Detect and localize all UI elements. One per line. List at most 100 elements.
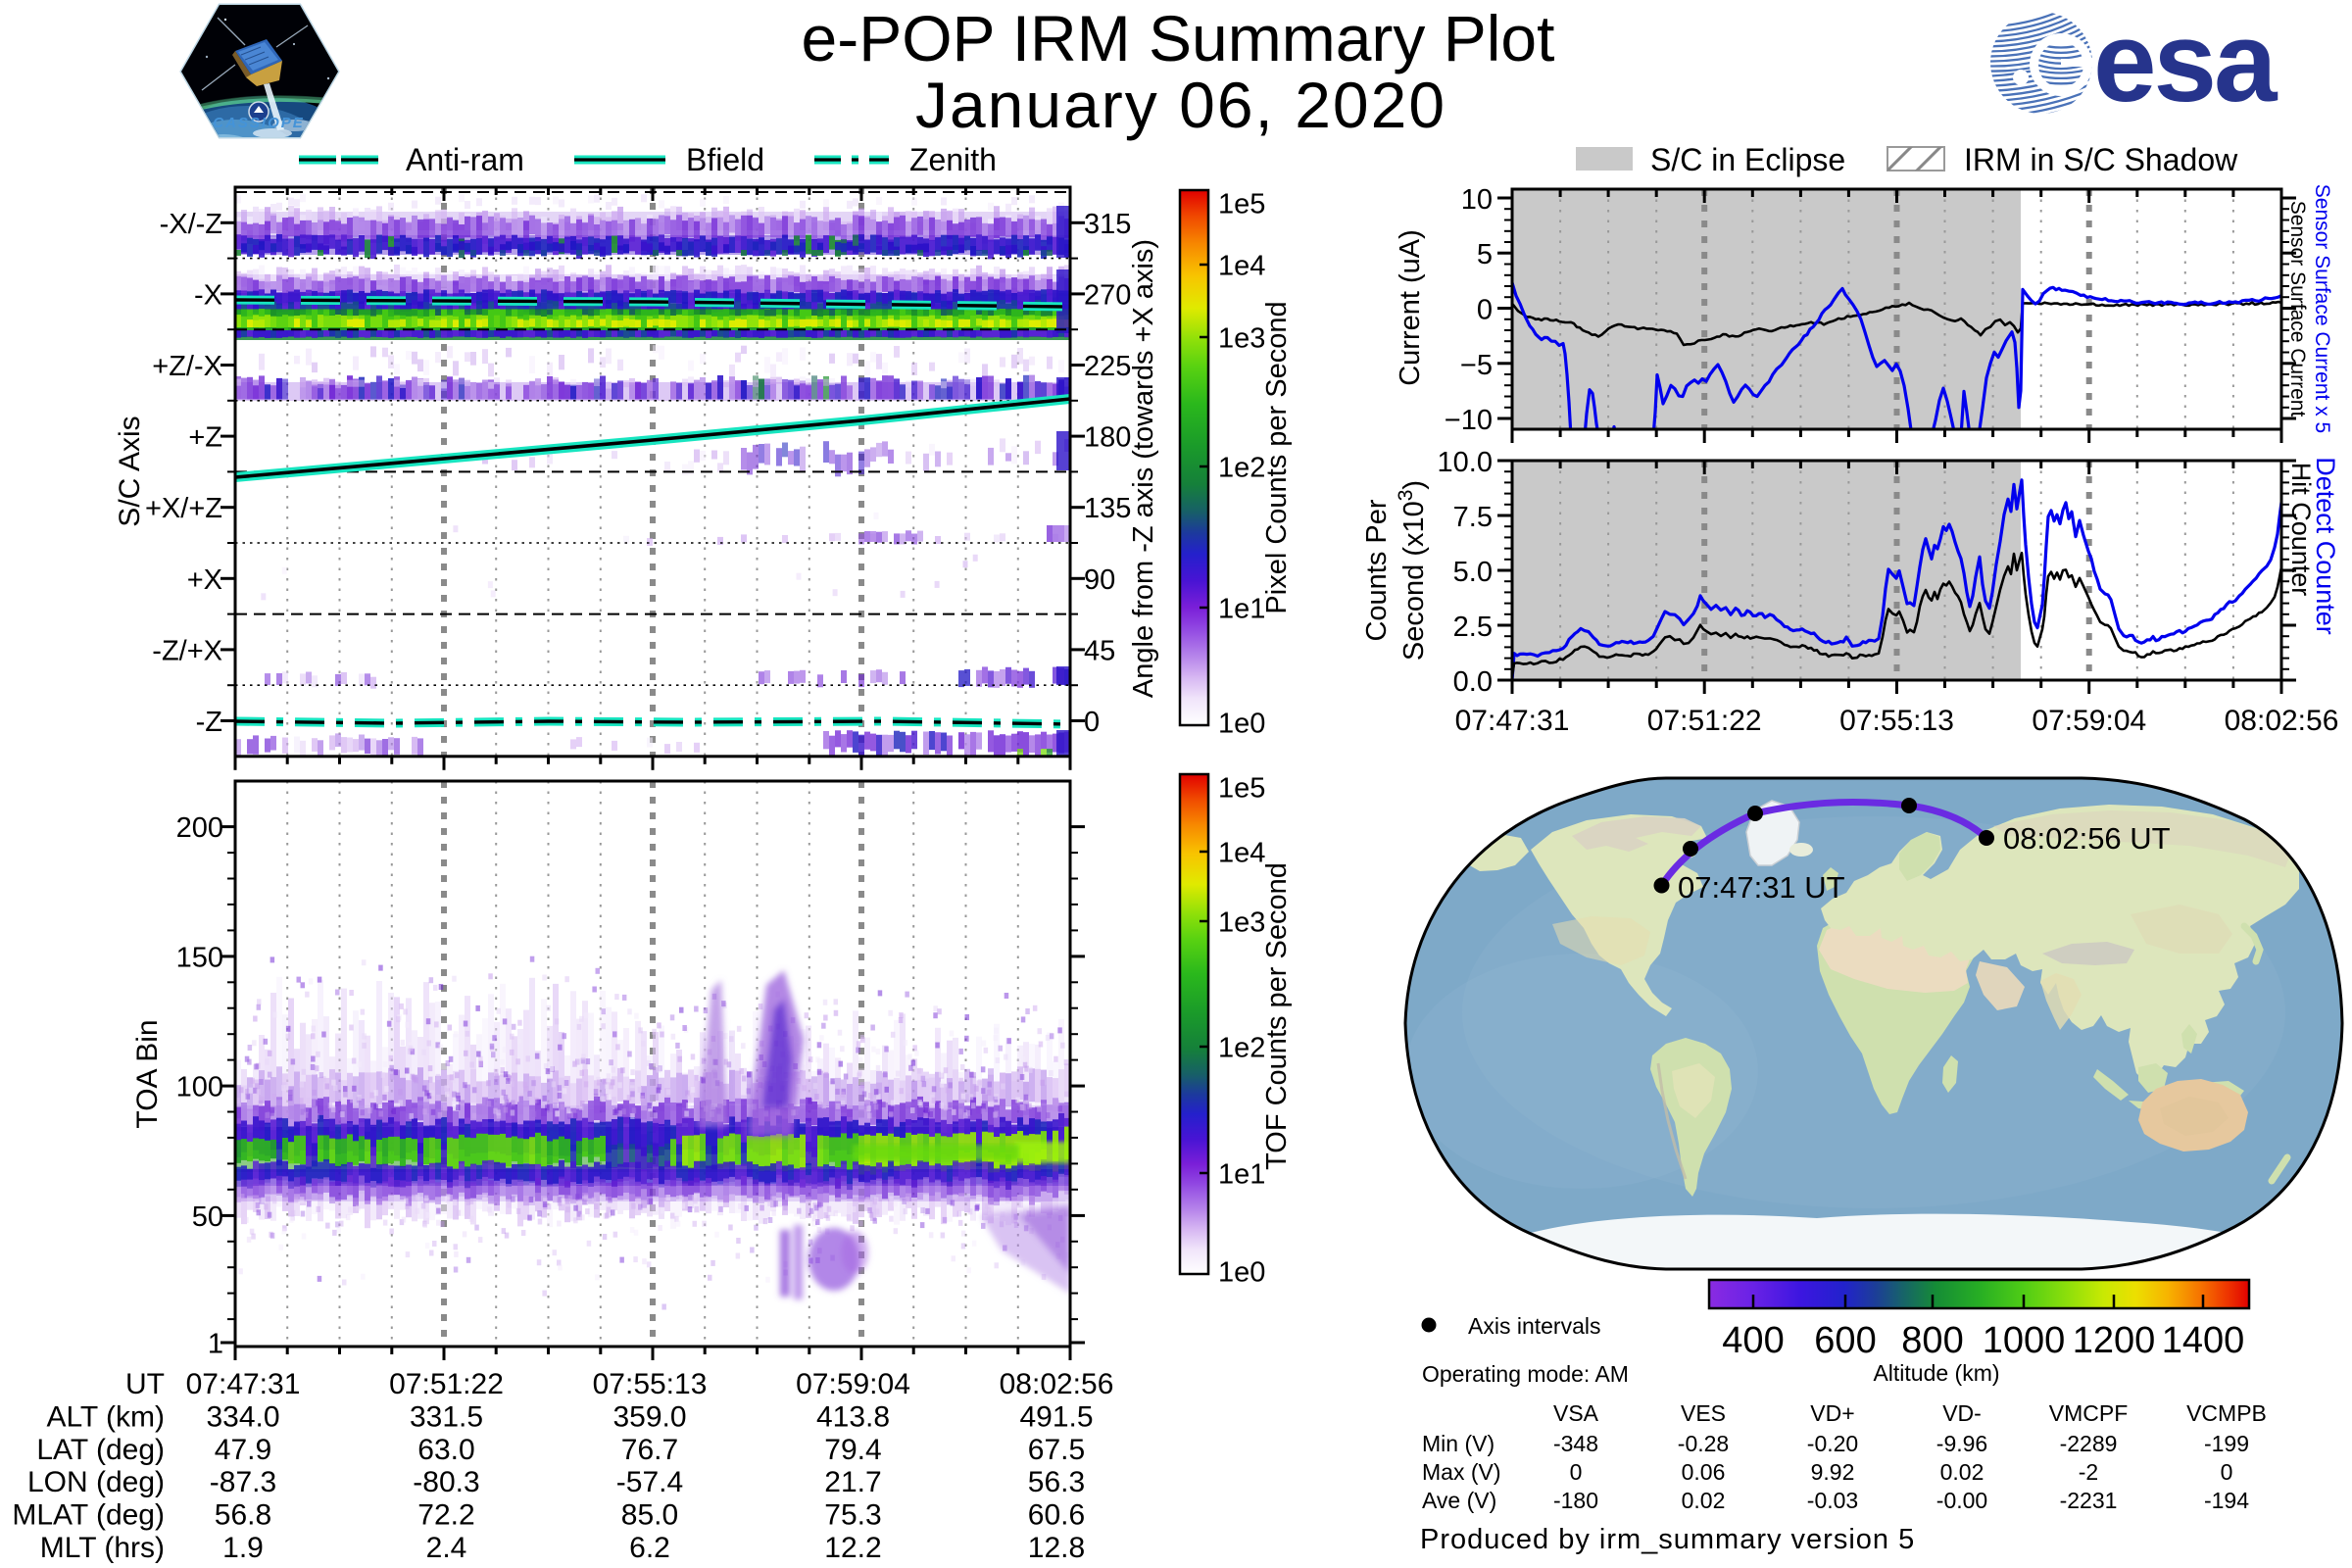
- svg-text:1e3: 1e3: [1218, 907, 1265, 939]
- svg-text:Produced by irm_summary versio: Produced by irm_summary version 5: [1420, 1524, 1915, 1555]
- svg-text:-180: -180: [1553, 1488, 1598, 1513]
- svg-text:331.5: 331.5: [410, 1400, 483, 1433]
- svg-text:800: 800: [1901, 1320, 1963, 1361]
- svg-text:e-POP IRM Summary Plot: e-POP IRM Summary Plot: [802, 2, 1555, 74]
- svg-text:VMCPF: VMCPF: [2049, 1400, 2129, 1426]
- svg-text:1400: 1400: [2162, 1320, 2245, 1361]
- svg-text:07:55:13: 07:55:13: [1839, 705, 1954, 737]
- svg-text:2.5: 2.5: [1453, 612, 1493, 643]
- svg-text:−10: −10: [1445, 405, 1493, 436]
- svg-text:CASSIOPE: CASSIOPE: [213, 115, 305, 131]
- svg-text:-0.28: -0.28: [1678, 1431, 1729, 1456]
- svg-text:45: 45: [1084, 635, 1115, 666]
- svg-text:56.3: 56.3: [1028, 1466, 1085, 1498]
- svg-text:S/C in Eclipse: S/C in Eclipse: [1650, 142, 1845, 177]
- svg-text:-80.3: -80.3: [413, 1466, 479, 1498]
- svg-text:334.0: 334.0: [206, 1400, 279, 1433]
- svg-text:-0.20: -0.20: [1807, 1431, 1858, 1456]
- svg-text:Zenith: Zenith: [909, 142, 997, 177]
- svg-text:-348: -348: [1553, 1431, 1598, 1456]
- svg-text:07:51:22: 07:51:22: [1647, 705, 1762, 737]
- svg-text:225: 225: [1084, 351, 1131, 382]
- svg-text:0.02: 0.02: [1940, 1459, 1984, 1485]
- svg-text:400: 400: [1722, 1320, 1784, 1361]
- svg-text:1e1: 1e1: [1218, 1159, 1265, 1191]
- svg-text:MLAT (deg): MLAT (deg): [12, 1499, 165, 1532]
- svg-text:50: 50: [192, 1201, 223, 1233]
- svg-text:VSA: VSA: [1553, 1400, 1599, 1426]
- svg-text:9.92: 9.92: [1811, 1459, 1855, 1485]
- svg-text:-2289: -2289: [2060, 1431, 2118, 1456]
- svg-text:56.8: 56.8: [215, 1499, 271, 1532]
- svg-text:IRM in S/C Shadow: IRM in S/C Shadow: [1964, 142, 2238, 177]
- svg-text:07:59:04: 07:59:04: [796, 1368, 910, 1400]
- svg-text:Sensor Surface Current x 5: Sensor Surface Current x 5: [2311, 184, 2333, 433]
- svg-text:0.06: 0.06: [1682, 1459, 1726, 1485]
- svg-text:79.4: 79.4: [824, 1434, 881, 1466]
- svg-text:January 06, 2020: January 06, 2020: [915, 69, 1446, 141]
- svg-text:1e4: 1e4: [1218, 838, 1265, 869]
- svg-text:Operating mode: AM: Operating mode: AM: [1422, 1361, 1629, 1387]
- svg-text:-Z/+X: -Z/+X: [152, 635, 222, 666]
- svg-text:TOF Counts per Second: TOF Counts per Second: [1261, 862, 1293, 1170]
- svg-text:60.6: 60.6: [1028, 1499, 1085, 1532]
- svg-text:135: 135: [1084, 493, 1131, 524]
- svg-text:1e5: 1e5: [1218, 773, 1265, 805]
- svg-text:Second (x103): Second (x103): [1395, 480, 1430, 661]
- svg-text:-X: -X: [194, 279, 222, 311]
- svg-text:-57.4: -57.4: [616, 1466, 683, 1498]
- svg-text:90: 90: [1084, 564, 1115, 596]
- svg-text:Counts Per: Counts Per: [1361, 499, 1393, 641]
- svg-text:Min (V): Min (V): [1422, 1431, 1494, 1456]
- svg-text:08:02:56: 08:02:56: [1000, 1368, 1114, 1400]
- svg-text:180: 180: [1084, 422, 1131, 454]
- svg-text:08:02:56 UT: 08:02:56 UT: [2003, 821, 2171, 856]
- svg-text:47.9: 47.9: [215, 1434, 271, 1466]
- svg-text:1000: 1000: [1983, 1320, 2066, 1361]
- svg-text:413.8: 413.8: [816, 1400, 890, 1433]
- svg-text:600: 600: [1814, 1320, 1876, 1361]
- svg-text:08:02:56: 08:02:56: [2225, 705, 2339, 737]
- svg-text:VES: VES: [1681, 1400, 1726, 1426]
- svg-text:+X/+Z: +X/+Z: [145, 493, 222, 524]
- svg-text:LAT (deg): LAT (deg): [36, 1434, 165, 1466]
- svg-text:21.7: 21.7: [824, 1466, 881, 1498]
- svg-text:-2231: -2231: [2060, 1488, 2118, 1513]
- svg-text:−5: −5: [1460, 350, 1493, 381]
- svg-text:0: 0: [1084, 707, 1100, 738]
- svg-text:07:55:13: 07:55:13: [593, 1368, 708, 1400]
- svg-text:1e5: 1e5: [1218, 189, 1265, 220]
- svg-text:07:47:31: 07:47:31: [186, 1368, 301, 1400]
- svg-text:0: 0: [1570, 1459, 1583, 1485]
- svg-text:Angle from -Z axis (towards +X: Angle from -Z axis (towards +X axis): [1128, 239, 1159, 698]
- svg-text:07:47:31 UT: 07:47:31 UT: [1678, 870, 1845, 905]
- svg-text:07:51:22: 07:51:22: [389, 1368, 504, 1400]
- svg-text:-2: -2: [2079, 1459, 2098, 1485]
- svg-text:07:59:04: 07:59:04: [2032, 705, 2146, 737]
- svg-text:6.2: 6.2: [629, 1532, 670, 1564]
- svg-text:-9.96: -9.96: [1936, 1431, 1987, 1456]
- svg-text:-0.00: -0.00: [1936, 1488, 1987, 1513]
- svg-text:150: 150: [176, 942, 223, 973]
- svg-text:1e0: 1e0: [1218, 1257, 1265, 1289]
- svg-text:VD+: VD+: [1810, 1400, 1854, 1426]
- svg-text:0: 0: [2221, 1459, 2233, 1485]
- svg-text:5: 5: [1477, 239, 1493, 270]
- svg-text:VCMPB: VCMPB: [2186, 1400, 2267, 1426]
- svg-text:63.0: 63.0: [417, 1434, 474, 1466]
- svg-text:Axis intervals: Axis intervals: [1468, 1313, 1600, 1339]
- svg-text:Pixel Counts per Second: Pixel Counts per Second: [1261, 301, 1293, 613]
- svg-text:2.4: 2.4: [426, 1532, 467, 1564]
- svg-text:1e4: 1e4: [1218, 251, 1265, 282]
- svg-text:75.3: 75.3: [824, 1499, 881, 1532]
- svg-text:0.02: 0.02: [1682, 1488, 1726, 1513]
- svg-text:+Z: +Z: [188, 422, 222, 454]
- svg-text:-Z: -Z: [196, 707, 222, 738]
- svg-text:1e1: 1e1: [1218, 594, 1265, 625]
- svg-text:1: 1: [208, 1329, 223, 1360]
- svg-text:Bfield: Bfield: [686, 142, 764, 177]
- svg-text:100: 100: [176, 1072, 223, 1103]
- svg-text:-0.03: -0.03: [1807, 1488, 1858, 1513]
- svg-text:-194: -194: [2204, 1488, 2249, 1513]
- svg-text:67.5: 67.5: [1028, 1434, 1085, 1466]
